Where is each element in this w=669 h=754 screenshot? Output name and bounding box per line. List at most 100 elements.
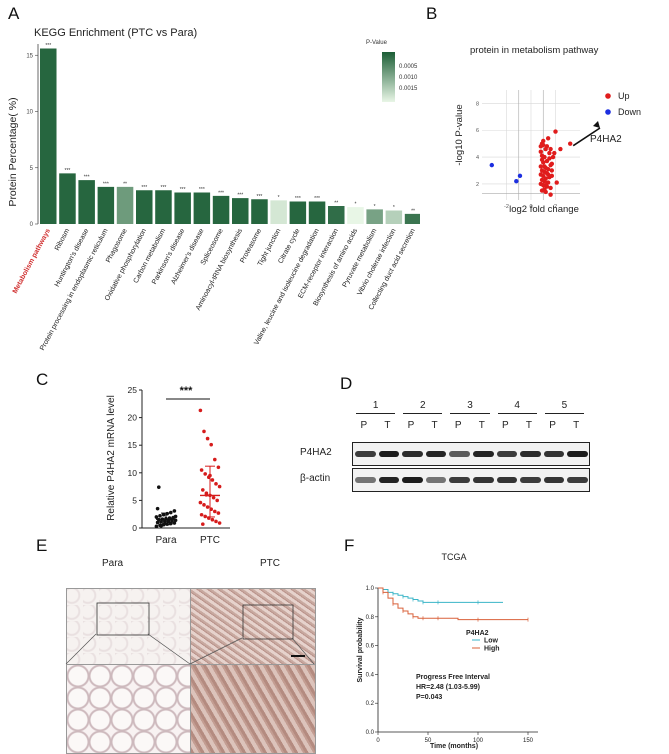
histology-panel: Para PTC bbox=[64, 558, 334, 754]
blot-lane-label-7: T bbox=[525, 420, 533, 431]
chart-c-ptc-point-24 bbox=[203, 514, 207, 519]
chart-a-ytick-label-1: 5 bbox=[30, 166, 34, 172]
chart-a-signif-7: *** bbox=[180, 187, 186, 193]
chart-c-xlabel-0: Para bbox=[155, 535, 177, 546]
chart-a-bar-11 bbox=[251, 199, 268, 224]
histology-ptc-low-mag bbox=[190, 588, 316, 666]
chart-f-line-high bbox=[378, 587, 528, 621]
chart-b-ytick-label-0: 2 bbox=[476, 182, 479, 188]
chart-c-ptc-point-15 bbox=[211, 495, 216, 500]
chart-a-signif-3: *** bbox=[103, 181, 109, 187]
chart-c-ptc-point-17 bbox=[198, 500, 203, 505]
chart-a-legend-tick-2: 0.0015 bbox=[399, 86, 418, 92]
blot-p4ha2-band-1 bbox=[378, 451, 400, 457]
chart-c-ptc-point-1 bbox=[202, 429, 206, 434]
chart-f-legend-title: P4HA2 bbox=[466, 630, 489, 637]
chart-c-ytick-label-1: 5 bbox=[132, 495, 137, 505]
chart-b-up-point-18 bbox=[538, 164, 543, 169]
chart-a-bar-15 bbox=[328, 206, 345, 224]
chart-b-ylabel: -log10 P-value bbox=[454, 104, 465, 165]
blot-lane-number-4: 4 bbox=[497, 400, 537, 414]
blot-lane-number-5: 5 bbox=[544, 400, 584, 414]
chart-c-xlabel-1: PTC bbox=[200, 535, 220, 546]
panel-letter-f: F bbox=[344, 536, 355, 555]
chart-b-up-point-17 bbox=[548, 162, 553, 168]
chart-c-ylabel: Relative P4HA2 mRNA level bbox=[106, 395, 117, 521]
histology-label-para: Para bbox=[102, 558, 124, 569]
chart-c-ptc-point-27 bbox=[214, 519, 218, 524]
chart-f-legend-label-1: High bbox=[484, 646, 500, 653]
chart-c-ptc-point-5 bbox=[216, 465, 221, 470]
chart-a-bar-12 bbox=[270, 200, 287, 224]
chart-a-xlabel-0: Metabolism pathways bbox=[12, 228, 52, 295]
chart-b-up-point-40 bbox=[550, 154, 556, 160]
chart-c-para-point-29 bbox=[157, 485, 161, 489]
chart-a-xlabel-17: Pyruvate metabolism bbox=[342, 228, 379, 289]
blot-p4ha2-band-5 bbox=[473, 451, 494, 457]
chart-f-legend-label-0: Low bbox=[484, 638, 499, 645]
chart-a-signif-17: * bbox=[374, 204, 376, 210]
chart-b-xtick-label-0: -2 bbox=[504, 204, 509, 210]
chart-b-down-point-2 bbox=[514, 179, 519, 184]
chart-c-para-point-5 bbox=[172, 521, 177, 525]
histology-ptc-high-mag bbox=[190, 664, 316, 754]
chart-a-ytick-label-0: 0 bbox=[30, 222, 34, 228]
blot-lane-number-1: 1 bbox=[356, 400, 396, 414]
blot-p4ha2-band-8 bbox=[543, 451, 565, 457]
chart-a-signif-18: * bbox=[393, 205, 395, 211]
chart-c-ptc-point-29 bbox=[201, 522, 205, 526]
blot-lane-label-8: P bbox=[549, 420, 556, 431]
chart-a-signif-11: *** bbox=[257, 194, 263, 200]
chart-a-signif-14: *** bbox=[314, 196, 320, 202]
chart-f-ytick-label-2: 0.4 bbox=[366, 672, 375, 678]
panel-letter-d: D bbox=[340, 374, 353, 393]
blot-lane-number-3: 3 bbox=[450, 400, 490, 414]
blot-lane-label-1: T bbox=[384, 420, 391, 431]
chart-c-ptc-point-23 bbox=[199, 512, 204, 517]
chart-a-bar-1 bbox=[59, 173, 76, 224]
blot-p4ha2-band-4 bbox=[449, 451, 470, 457]
blot-lane-label-9: T bbox=[573, 420, 580, 431]
chart-b-up-point-20 bbox=[545, 166, 551, 172]
blot-actin-band-4 bbox=[449, 477, 470, 483]
chart-a-legend-title: P-Value bbox=[366, 40, 388, 46]
chart-b-up-point-7 bbox=[545, 136, 551, 141]
blot-actin-band-3 bbox=[425, 477, 447, 483]
chart-a-bar-17 bbox=[366, 209, 383, 224]
chart-b-legend-label-0: Up bbox=[618, 91, 630, 101]
blot-p4ha2-band-3 bbox=[425, 451, 447, 457]
chart-c-para-point-17 bbox=[154, 515, 159, 519]
chart-b-up-point-37 bbox=[543, 189, 548, 195]
chart-a-ytick-label-2: 10 bbox=[26, 110, 33, 116]
chart-b-up-point-5 bbox=[548, 192, 553, 197]
chart-a-signif-4: ** bbox=[123, 181, 127, 187]
chart-c-para-point-0 bbox=[154, 524, 159, 529]
chart-c-ptc-point-10 bbox=[214, 482, 218, 486]
chart-b-up-point-46 bbox=[545, 172, 551, 177]
chart-f-ytick-label-0: 0.0 bbox=[366, 730, 375, 736]
chart-c-ptc-point-11 bbox=[217, 484, 222, 489]
chart-c-para-point-23 bbox=[155, 506, 160, 511]
chart-c-ptc-point-19 bbox=[205, 505, 210, 509]
chart-a-signif-0: *** bbox=[45, 43, 51, 49]
chart-b-up-point-48 bbox=[539, 153, 545, 158]
chart-b-arrow-shaft bbox=[572, 127, 601, 147]
chart-c-ptc-point-26 bbox=[210, 517, 215, 522]
chart-f-title: TCGA bbox=[441, 552, 466, 562]
chart-f-ytick-label-4: 0.8 bbox=[366, 615, 375, 621]
chart-a-bar-18 bbox=[385, 210, 403, 224]
chart-c-ptc-point-4 bbox=[213, 457, 217, 462]
chart-b-up-point-12 bbox=[547, 150, 552, 156]
chart-b-up-point-41 bbox=[544, 144, 550, 149]
chart-c-ytick-label-0: 0 bbox=[132, 523, 137, 533]
chart-f-xtick-label-0: 0 bbox=[376, 738, 380, 744]
chart-c-para-point-19 bbox=[161, 512, 166, 517]
chart-b-up-point-49 bbox=[543, 183, 548, 188]
blot-lane-label-4: P bbox=[454, 420, 462, 431]
panel-letter-b: B bbox=[426, 4, 438, 23]
blot-lane-number-2: 2 bbox=[403, 400, 443, 414]
histology-label-ptc: PTC bbox=[260, 558, 280, 569]
chart-b-up-point-38 bbox=[549, 173, 555, 179]
chart-b-down-point-0 bbox=[489, 162, 494, 168]
